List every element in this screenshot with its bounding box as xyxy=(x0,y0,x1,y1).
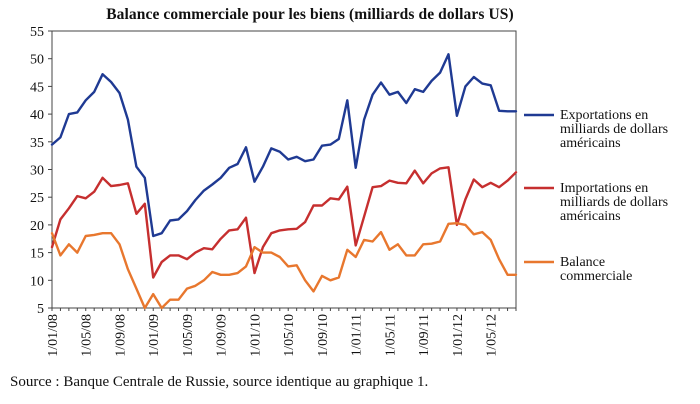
y-tick-label: 15 xyxy=(30,247,44,262)
x-tick-label: 1/09/09 xyxy=(215,314,230,357)
plot-border xyxy=(51,30,517,309)
series-line-3 xyxy=(50,221,518,310)
series-line-2 xyxy=(50,166,518,279)
plot-frame xyxy=(51,30,517,309)
y-tick-label: 5 xyxy=(37,302,44,317)
x-tick-label: 1/05/10 xyxy=(282,314,297,357)
y-tick-label: 35 xyxy=(30,136,44,151)
x-tick-label: 1/01/12 xyxy=(451,314,466,357)
y-tick-label: 40 xyxy=(30,108,44,123)
y-tick-label: 10 xyxy=(30,274,44,289)
x-tick-label: 1/09/08 xyxy=(113,314,128,357)
y-tick-label: 20 xyxy=(30,219,44,234)
y-tick-label: 55 xyxy=(30,25,44,40)
source-note: Source : Banque Centrale de Russie, sour… xyxy=(10,374,429,390)
legend-label-1: Exportations en milliards de dollars améri… xyxy=(560,108,668,151)
x-tick-label: 1/05/09 xyxy=(181,314,196,357)
x-tick-label: 1/05/08 xyxy=(80,314,95,357)
x-tick-label: 1/09/10 xyxy=(316,314,331,357)
chart-title: Balance commerciale pour les biens (mill… xyxy=(106,6,514,23)
y-tick-label: 30 xyxy=(30,164,44,179)
x-tick-label: 1/01/10 xyxy=(248,314,263,357)
x-tick-label: 1/05/11 xyxy=(383,314,398,356)
y-tick-label: 50 xyxy=(30,53,44,68)
series-line-1 xyxy=(50,53,518,238)
x-tick-label: 1/01/08 xyxy=(46,314,61,357)
x-tick-label: 1/01/09 xyxy=(147,314,162,357)
y-tick-label: 25 xyxy=(30,191,44,206)
x-tick-label: 1/01/11 xyxy=(350,314,365,356)
legend-label-2: Importations en milliards de dollars améri… xyxy=(560,181,668,224)
x-tick-label: 1/05/12 xyxy=(485,314,500,357)
legend-label-3: Balance commerciale xyxy=(560,255,632,284)
y-tick-label: 45 xyxy=(30,80,44,95)
legend: Exportations en milliards de dollars améri… xyxy=(524,108,668,284)
x-tick-label: 1/09/11 xyxy=(417,314,432,356)
y-axis: 5 10 15 20 25 30 35 40 45 50 55 xyxy=(30,25,52,317)
x-axis: 1/01/08 1/05/08 1/09/08 1/01/09 1/05/09 1/09/… xyxy=(46,308,517,357)
series-lines xyxy=(50,53,518,310)
